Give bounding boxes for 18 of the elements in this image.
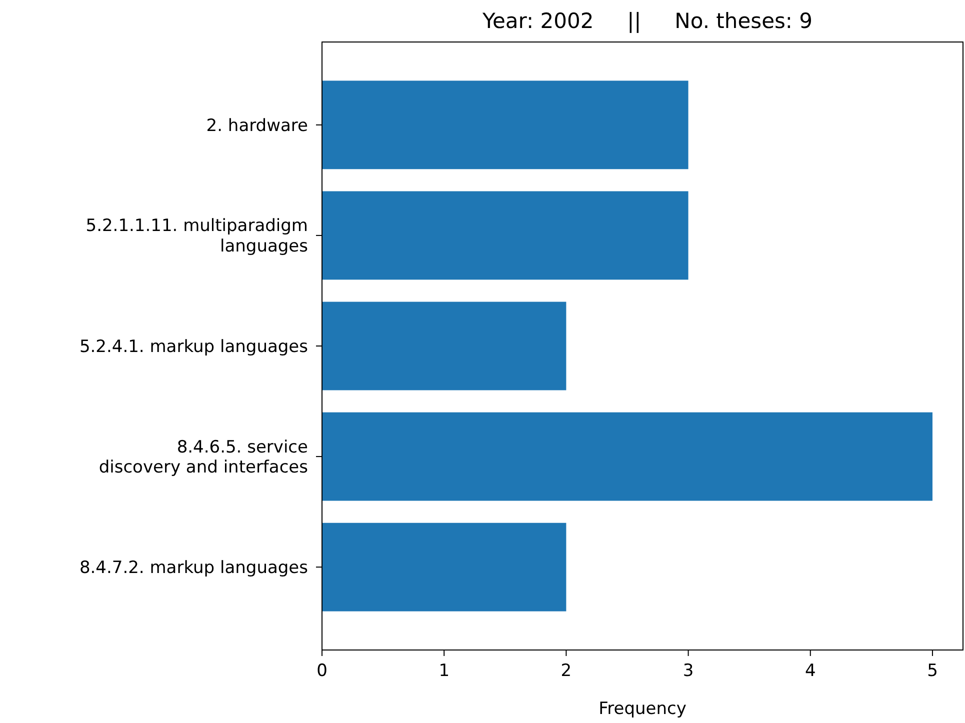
bar bbox=[322, 302, 566, 390]
y-tick-label: 2. hardware bbox=[206, 116, 308, 136]
bar bbox=[322, 191, 688, 280]
x-tick-label: 2 bbox=[560, 661, 572, 681]
x-tick-label: 3 bbox=[682, 661, 694, 681]
bar bbox=[322, 412, 932, 501]
x-tick-label: 1 bbox=[438, 661, 450, 681]
y-tick-label: 8.4.6.5. service discovery and interfaces bbox=[98, 437, 308, 478]
bar bbox=[322, 80, 688, 170]
y-tick-label: 5.2.4.1. markup languages bbox=[79, 336, 308, 357]
y-tick-label: 5.2.1.1.11. multiparadigm languages bbox=[86, 216, 308, 257]
y-tick-label: 8.4.7.2. markup languages bbox=[79, 558, 308, 578]
x-tick-label: 5 bbox=[927, 661, 938, 681]
x-tick-label: 0 bbox=[316, 661, 328, 681]
chart-title: Year: 2002 || No. theses: 9 bbox=[481, 9, 813, 33]
x-axis-title: Frequency bbox=[598, 699, 686, 719]
bar bbox=[322, 522, 566, 612]
x-tick-label: 4 bbox=[804, 661, 816, 681]
